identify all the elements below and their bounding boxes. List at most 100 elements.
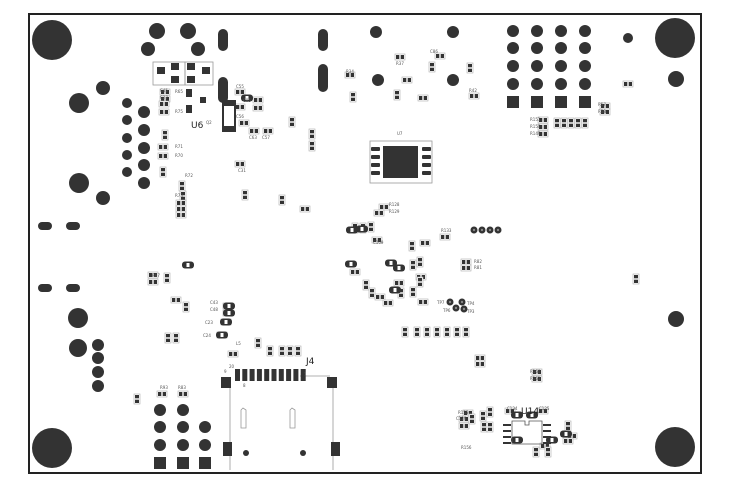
header-pin[interactable] bbox=[122, 98, 132, 108]
smd-component[interactable] bbox=[462, 326, 470, 338]
oval-pad[interactable] bbox=[66, 284, 80, 292]
connector-pin[interactable] bbox=[199, 439, 211, 451]
smd-component[interactable] bbox=[460, 264, 472, 272]
mounting-hole[interactable] bbox=[655, 427, 695, 467]
smd-component[interactable] bbox=[248, 127, 260, 135]
smd-component[interactable] bbox=[632, 273, 640, 285]
smd-component[interactable] bbox=[175, 211, 187, 219]
connector-pin[interactable] bbox=[579, 42, 591, 54]
header-pin[interactable] bbox=[122, 150, 132, 160]
smd-component[interactable] bbox=[532, 446, 540, 458]
smd-component[interactable] bbox=[157, 143, 169, 151]
smd-component[interactable] bbox=[234, 88, 246, 96]
smd-component[interactable] bbox=[581, 117, 589, 129]
connector-pin[interactable] bbox=[531, 60, 543, 72]
smd-component[interactable] bbox=[371, 236, 383, 244]
tht-pad[interactable] bbox=[447, 26, 459, 38]
smd-component[interactable] bbox=[262, 127, 274, 135]
smd-component[interactable] bbox=[453, 326, 461, 338]
header-pin[interactable] bbox=[122, 115, 132, 125]
smd-component[interactable] bbox=[156, 390, 168, 398]
smd-component[interactable] bbox=[468, 92, 480, 100]
smd-component[interactable] bbox=[574, 117, 582, 129]
smd-component[interactable] bbox=[362, 279, 370, 291]
connector-pin[interactable] bbox=[199, 421, 211, 433]
smd-component[interactable] bbox=[401, 76, 413, 84]
header-pin[interactable] bbox=[138, 142, 150, 154]
smd-component[interactable] bbox=[413, 326, 421, 338]
smd-component[interactable] bbox=[460, 258, 472, 266]
via-hole[interactable] bbox=[623, 33, 633, 43]
square-pad[interactable] bbox=[177, 457, 189, 469]
connector-pin[interactable] bbox=[555, 60, 567, 72]
via-hole[interactable] bbox=[668, 71, 684, 87]
header-pin[interactable] bbox=[92, 352, 104, 364]
smd-component[interactable] bbox=[278, 345, 286, 357]
smd-component[interactable] bbox=[564, 420, 572, 432]
header-pin[interactable] bbox=[138, 124, 150, 136]
smd-component[interactable] bbox=[159, 88, 171, 96]
smd-component[interactable] bbox=[486, 406, 494, 418]
smd-component[interactable] bbox=[531, 375, 543, 383]
header-pin[interactable] bbox=[138, 159, 150, 171]
connector-pin[interactable] bbox=[531, 25, 543, 37]
square-pad[interactable] bbox=[579, 96, 591, 108]
u6-regulator[interactable]: U6 bbox=[152, 61, 214, 131]
slot-hole[interactable] bbox=[318, 64, 328, 92]
smd-component[interactable] bbox=[266, 345, 274, 357]
smd-component[interactable] bbox=[393, 279, 405, 287]
oval-pad[interactable] bbox=[38, 284, 52, 292]
tht-pad[interactable] bbox=[69, 93, 89, 113]
connector-pin[interactable] bbox=[579, 25, 591, 37]
smd-component[interactable] bbox=[234, 103, 246, 111]
smd-component[interactable] bbox=[537, 407, 549, 415]
tht-pad[interactable] bbox=[447, 74, 459, 86]
connector-pin[interactable] bbox=[154, 404, 166, 416]
smd-component[interactable] bbox=[175, 199, 187, 207]
smd-component[interactable] bbox=[468, 413, 476, 425]
square-pad[interactable] bbox=[507, 96, 519, 108]
slot-hole[interactable] bbox=[318, 29, 328, 51]
smd-component[interactable] bbox=[504, 407, 516, 415]
smd-component[interactable] bbox=[299, 205, 311, 213]
smd-component[interactable] bbox=[158, 108, 170, 116]
smd-component[interactable] bbox=[382, 299, 394, 307]
tht-pad[interactable] bbox=[191, 42, 205, 56]
smd-component[interactable] bbox=[238, 119, 250, 127]
tht-pad[interactable] bbox=[370, 26, 382, 38]
smd-component[interactable] bbox=[567, 117, 575, 129]
smd-component[interactable] bbox=[599, 108, 611, 116]
smd-component[interactable] bbox=[537, 116, 549, 124]
smd-component[interactable] bbox=[254, 337, 262, 349]
oval-pad[interactable] bbox=[38, 222, 52, 230]
header-pin[interactable] bbox=[138, 177, 150, 189]
smd-component[interactable] bbox=[368, 287, 376, 299]
smd-component[interactable] bbox=[157, 152, 169, 160]
smd-component[interactable] bbox=[182, 301, 190, 313]
mounting-hole[interactable] bbox=[32, 20, 72, 60]
smd-component[interactable] bbox=[537, 123, 549, 131]
smd-component[interactable] bbox=[433, 326, 441, 338]
inductor-block[interactable] bbox=[222, 100, 236, 132]
smd-component[interactable] bbox=[158, 100, 170, 108]
connector-pin[interactable] bbox=[531, 42, 543, 54]
smd-component[interactable] bbox=[178, 180, 186, 192]
smd-component[interactable] bbox=[159, 166, 167, 178]
smd-component[interactable] bbox=[241, 189, 249, 201]
tht-pad[interactable] bbox=[96, 81, 110, 95]
connector-pin[interactable] bbox=[507, 78, 519, 90]
connector-pin[interactable] bbox=[177, 421, 189, 433]
connector-pin[interactable] bbox=[154, 421, 166, 433]
smd-component[interactable] bbox=[419, 239, 431, 247]
smd-component[interactable] bbox=[544, 446, 552, 458]
smd-component[interactable] bbox=[170, 296, 182, 304]
smd-component[interactable] bbox=[553, 117, 561, 129]
tht-pad[interactable] bbox=[69, 339, 87, 357]
smd-component[interactable] bbox=[622, 80, 634, 88]
smd-component[interactable] bbox=[175, 205, 187, 213]
u14-ic[interactable]: U14 bbox=[503, 407, 551, 445]
smd-component[interactable] bbox=[349, 268, 361, 276]
smd-component[interactable] bbox=[147, 278, 159, 286]
oval-pad[interactable] bbox=[66, 222, 80, 230]
smd-component[interactable] bbox=[417, 298, 429, 306]
